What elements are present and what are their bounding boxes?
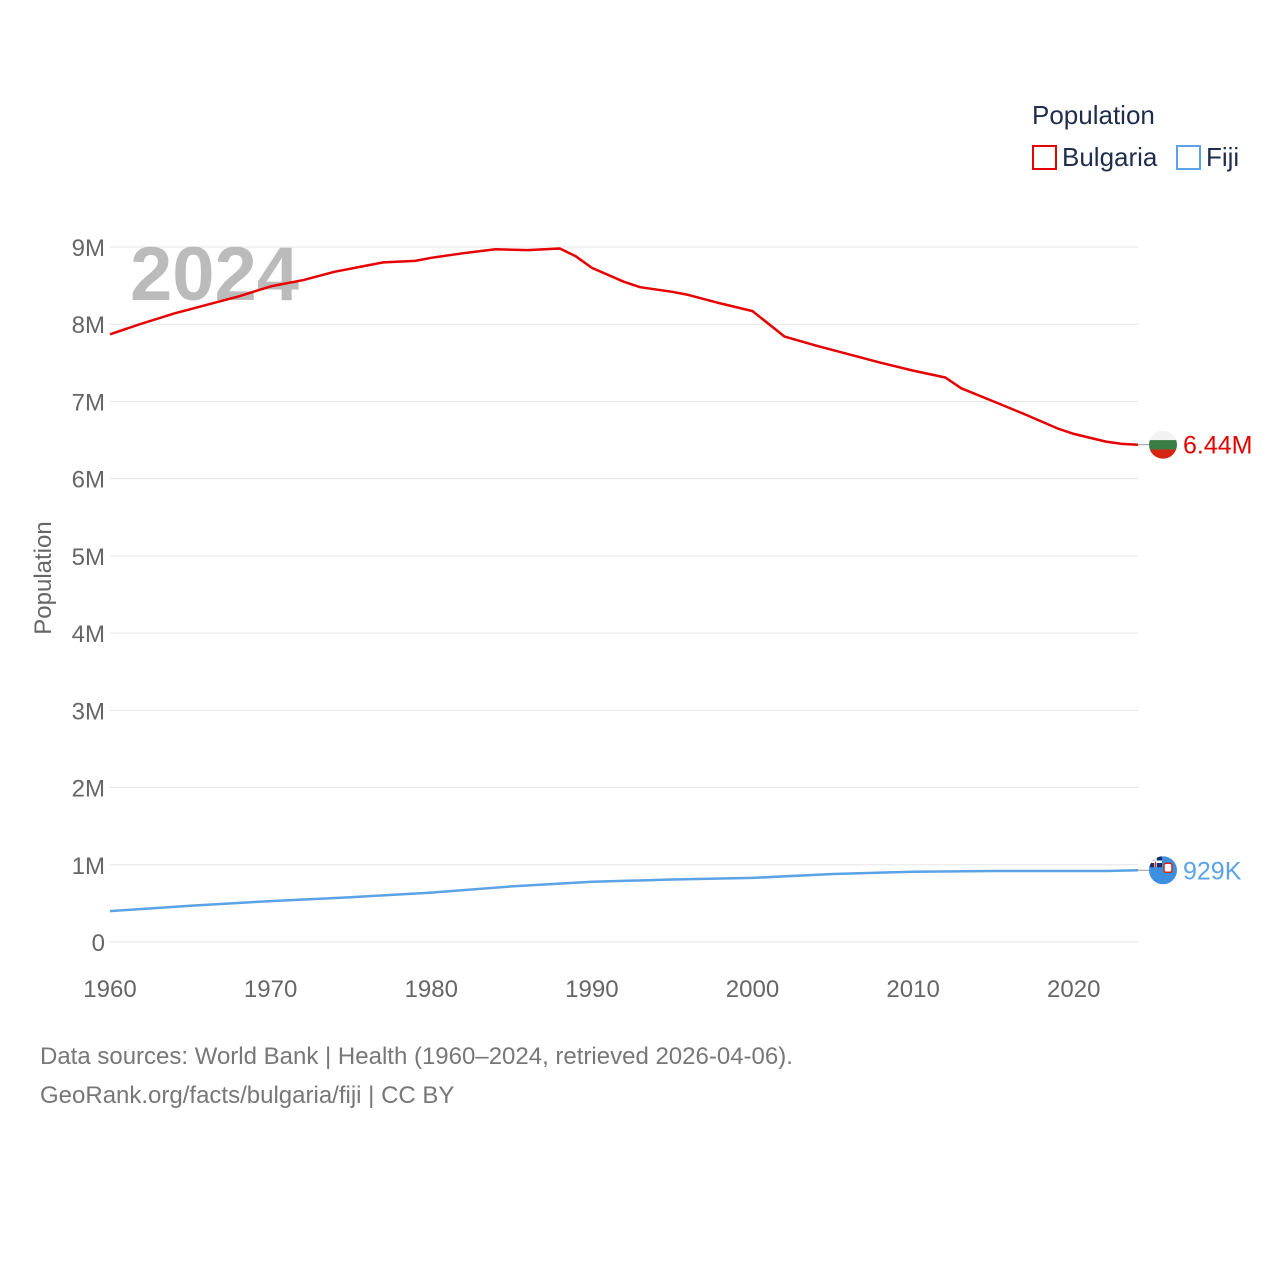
legend-label-fiji: Fiji <box>1206 142 1239 172</box>
y-tick-label: 1M <box>72 853 105 880</box>
fiji-flag-icon <box>1149 856 1177 885</box>
x-tick-label: 1970 <box>244 976 297 1003</box>
legend-label-bulgaria: Bulgaria <box>1062 142 1158 172</box>
series-line-bulgaria <box>109 247 1139 446</box>
flag-stripe-red <box>1149 449 1177 459</box>
flag-body <box>1149 430 1177 459</box>
legend-swatch-bulgaria <box>1032 145 1057 170</box>
flag-body <box>1149 856 1177 885</box>
end-value-label-bulgaria: 6.44M <box>1183 432 1252 460</box>
x-tick-label: 1980 <box>405 976 458 1003</box>
x-axis-ticks: 1960 1970 1980 1990 2000 2010 2020 <box>83 976 1100 1003</box>
x-tick-label: 2010 <box>886 976 939 1003</box>
grid-lines <box>110 246 1138 943</box>
x-tick-label: 1990 <box>565 976 618 1003</box>
y-axis-ticks: 0 1M 2M 3M 4M 5M 6M 7M 8M 9M <box>72 235 105 957</box>
y-tick-label: 8M <box>72 312 105 339</box>
attribution-link[interactable]: GeoRank.org/facts/bulgaria/fiji | CC BY <box>40 1082 455 1109</box>
legend-item-bulgaria[interactable]: Bulgaria <box>1032 142 1158 172</box>
legend-swatch-fiji <box>1176 145 1201 170</box>
y-tick-label: 0 <box>92 930 105 957</box>
y-axis-label: Population <box>30 521 57 634</box>
series-endpoints: 6.44M 929K <box>1138 430 1252 885</box>
data-sources-text: Data sources: World Bank | Health (1960–… <box>40 1043 793 1070</box>
x-tick-label: 1960 <box>83 976 136 1003</box>
legend-title: Population <box>1032 100 1155 130</box>
y-tick-label: 2M <box>72 776 105 803</box>
y-tick-label: 7M <box>72 389 105 416</box>
y-tick-label: 3M <box>72 698 105 725</box>
flag-shield <box>1163 862 1173 874</box>
y-tick-label: 9M <box>72 235 105 262</box>
flag-stripe-white <box>1149 430 1177 441</box>
flag-stripe-green <box>1149 440 1177 450</box>
y-tick-label: 5M <box>72 544 105 571</box>
y-tick-label: 4M <box>72 621 105 648</box>
series-lines <box>109 247 1139 913</box>
x-tick-label: 2020 <box>1047 976 1100 1003</box>
legend: Population Bulgaria Fiji <box>1032 100 1239 172</box>
year-watermark: 2024 <box>130 232 299 317</box>
bulgaria-flag-icon <box>1149 430 1177 459</box>
series-line-fiji <box>109 869 1139 913</box>
legend-item-fiji[interactable]: Fiji <box>1176 142 1239 172</box>
end-value-label-fiji: 929K <box>1183 857 1242 885</box>
y-tick-label: 6M <box>72 467 105 494</box>
x-tick-label: 2000 <box>726 976 779 1003</box>
